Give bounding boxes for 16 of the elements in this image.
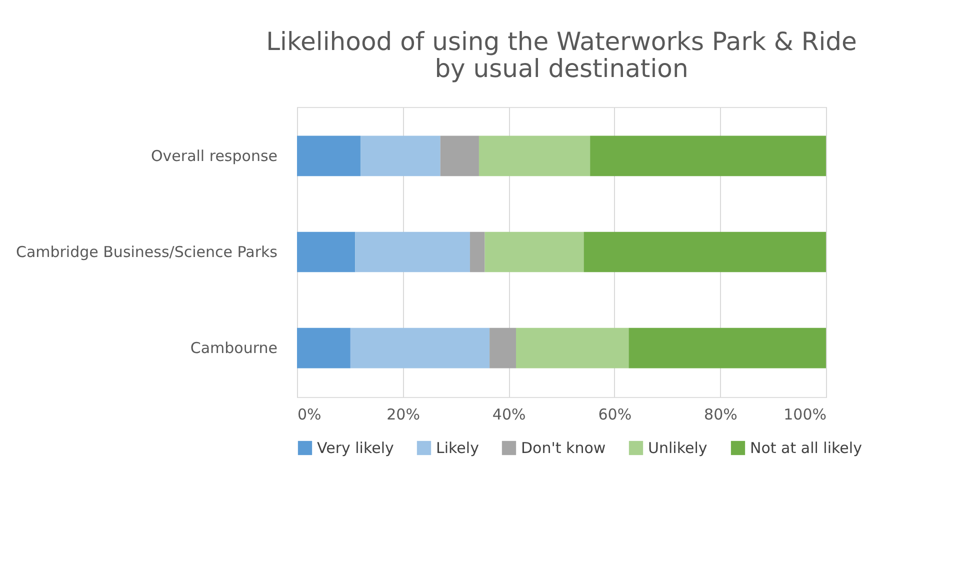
legend-label: Not at all likely: [750, 439, 862, 457]
x-tick-label: 0%: [298, 406, 322, 424]
y-tick-label: Cambridge Business/Science Parks: [16, 243, 278, 261]
legend-label: Very likely: [317, 439, 394, 457]
x-tick-label: 20%: [386, 406, 420, 424]
x-tick-label: 40%: [492, 406, 526, 424]
legend-label: Likely: [436, 439, 480, 457]
y-tick-label: Overall response: [150, 146, 278, 165]
x-tick-label: 100%: [784, 406, 826, 424]
legend-label: Don't know: [521, 439, 606, 457]
y-tick-label: Cambourne: [190, 339, 278, 358]
legend-label: Unlikely: [648, 439, 708, 457]
x-tick-label: 80%: [704, 406, 738, 424]
text: Likelihood of using the Waterworks Park & Ride: [266, 27, 857, 56]
text: by usual destination: [434, 54, 688, 83]
x-tick-label: 60%: [598, 406, 632, 424]
